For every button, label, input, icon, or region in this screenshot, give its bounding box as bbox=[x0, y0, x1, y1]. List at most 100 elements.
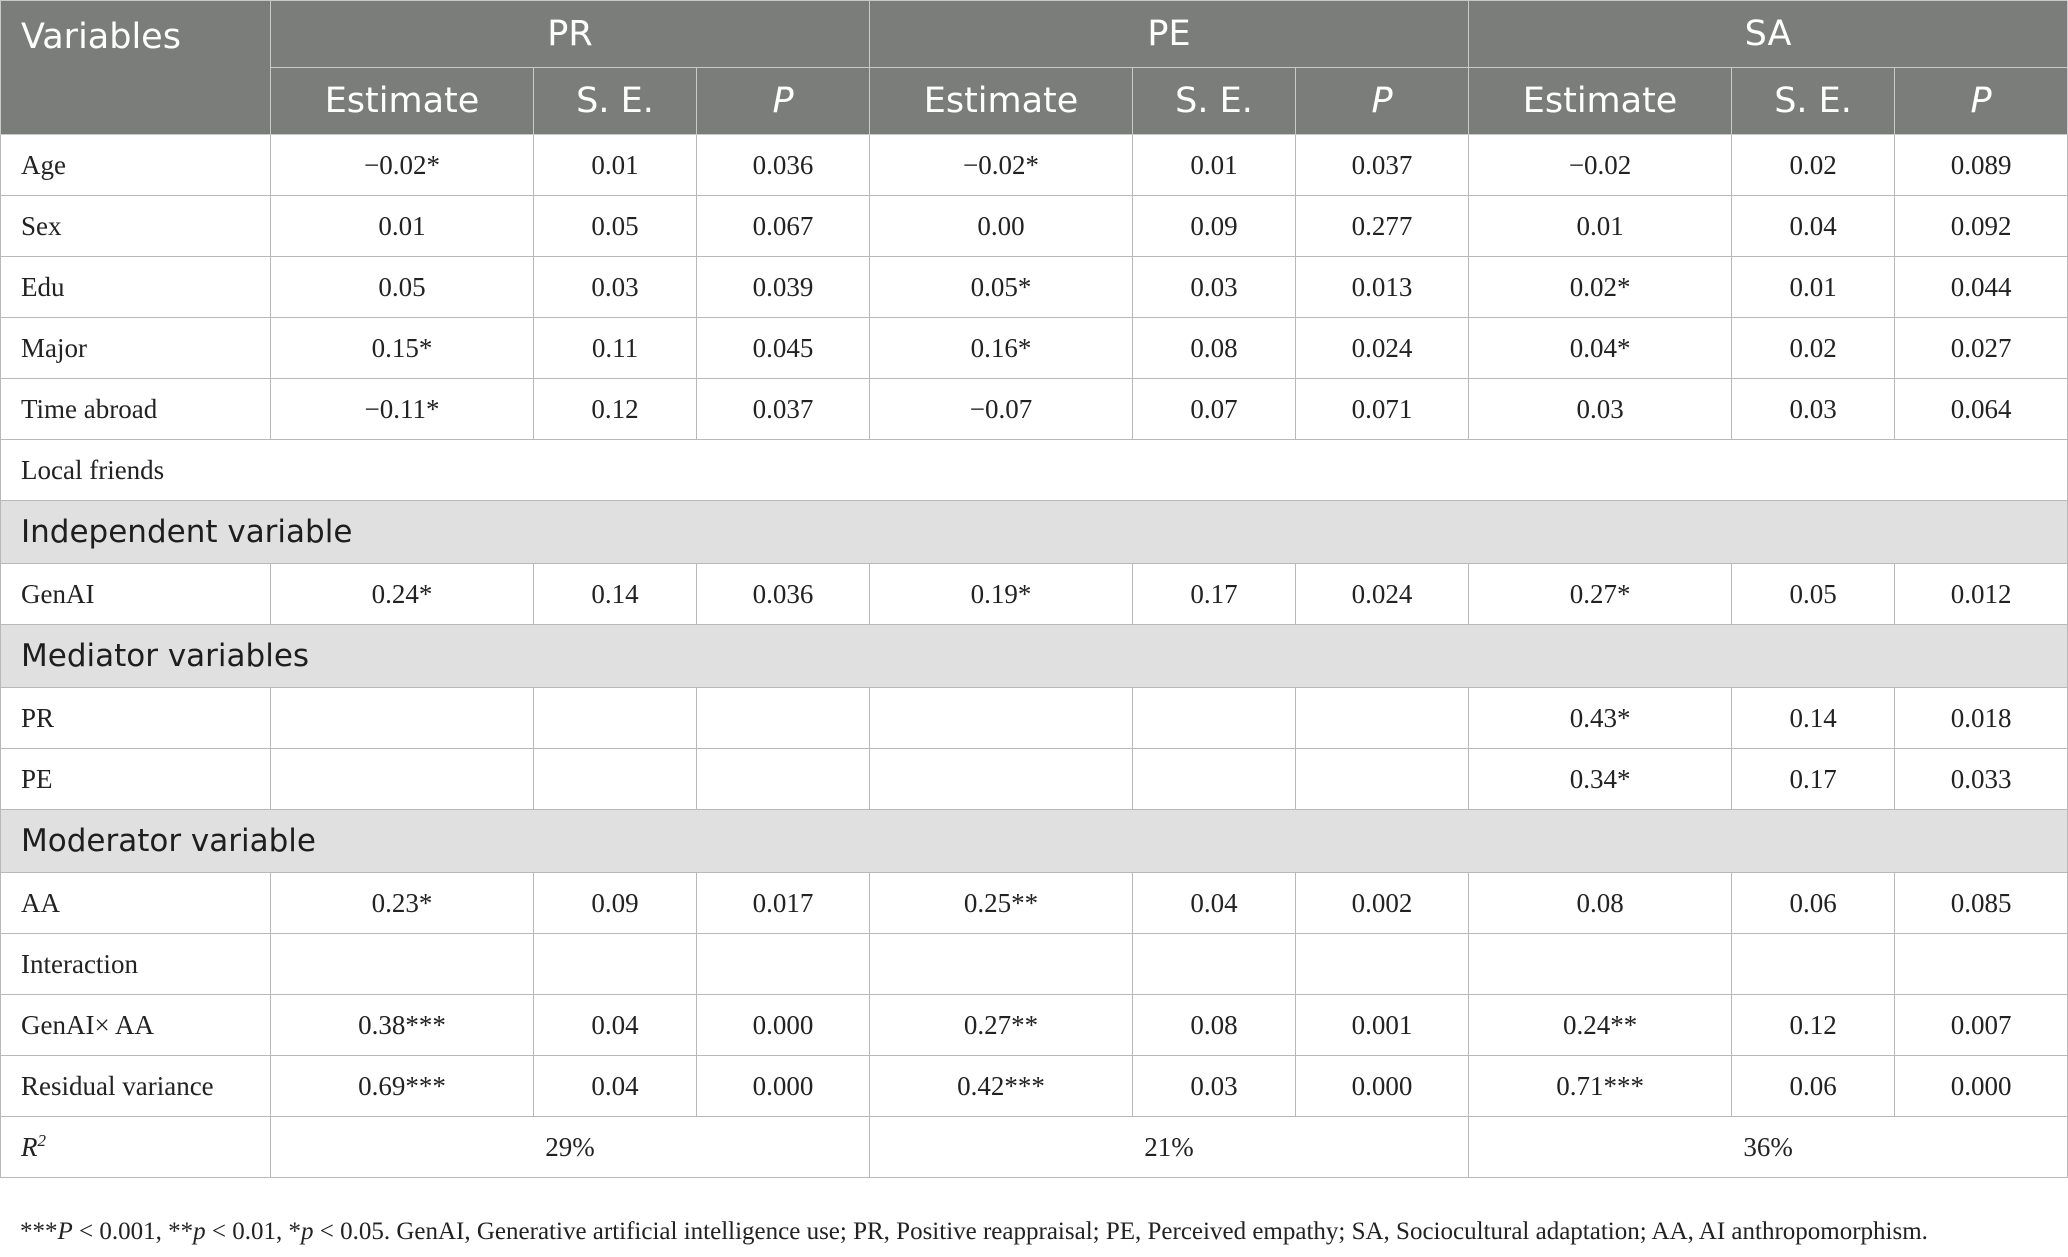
cell-estimate bbox=[869, 933, 1134, 995]
cell-estimate: −0.07 bbox=[869, 378, 1134, 440]
cell-se: 0.06 bbox=[1731, 872, 1896, 934]
row-label: Edu bbox=[0, 256, 271, 318]
header-estimate: Estimate bbox=[1468, 67, 1733, 135]
cell-se bbox=[533, 687, 697, 749]
cell-p: 0.071 bbox=[1295, 378, 1470, 440]
cell-p: 0.001 bbox=[1295, 994, 1470, 1056]
table-row: Time abroad −0.11* 0.12 0.037 −0.07 0.07 0.071… bbox=[0, 378, 2068, 440]
table-row: AA 0.23* 0.09 0.017 0.25** 0.04 0.002 0.08 0.06 0… bbox=[0, 872, 2068, 934]
header-p: P bbox=[695, 67, 871, 135]
header-group-pe: PE bbox=[869, 0, 1470, 68]
cell-p: 0.092 bbox=[1894, 195, 2068, 257]
cell-p: 0.018 bbox=[1894, 687, 2068, 749]
cell-estimate: 0.69*** bbox=[270, 1055, 534, 1117]
cell-se bbox=[1132, 933, 1297, 995]
cell-p: 0.017 bbox=[695, 872, 871, 934]
cell-se bbox=[1731, 933, 1896, 995]
section-title-mediator: Mediator variables bbox=[0, 624, 2068, 688]
table-row: Age −0.02* 0.01 0.036 −0.02* 0.01 0.037 −0.02 0.… bbox=[0, 134, 2068, 196]
table-row: PE 0.34* 0.17 0.033 bbox=[0, 748, 2068, 810]
cell-estimate: 0.02* bbox=[1468, 256, 1733, 318]
section-row: Mediator variables bbox=[0, 624, 2068, 688]
header-se: S. E. bbox=[1731, 67, 1896, 135]
cell-estimate: 0.25** bbox=[869, 872, 1134, 934]
cell-p: 0.000 bbox=[695, 994, 871, 1056]
cell-se: 0.05 bbox=[533, 195, 697, 257]
cell-se: 0.04 bbox=[533, 994, 697, 1056]
row-label: PE bbox=[0, 748, 271, 810]
r2-value-pr: 29% bbox=[269, 1116, 871, 1178]
cell-se: 0.04 bbox=[533, 1055, 697, 1117]
cell-estimate: 0.24** bbox=[1468, 994, 1733, 1056]
cell-se: 0.03 bbox=[1731, 378, 1896, 440]
table-row: Edu 0.05 0.03 0.039 0.05* 0.03 0.013 0.02* 0.01 0… bbox=[0, 256, 2068, 318]
cell-estimate bbox=[270, 748, 534, 810]
cell-p: 0.085 bbox=[1894, 872, 2068, 934]
cell-se: 0.12 bbox=[1731, 994, 1896, 1056]
cell-estimate: 0.71*** bbox=[1468, 1055, 1733, 1117]
cell-p: 0.000 bbox=[1295, 1055, 1470, 1117]
row-label: Major bbox=[0, 317, 271, 379]
cell-p: 0.000 bbox=[1894, 1055, 2068, 1117]
header-group-sa: SA bbox=[1468, 0, 2068, 68]
cell-estimate: −0.02 bbox=[1468, 134, 1733, 196]
cell-se bbox=[1132, 687, 1297, 749]
cell-estimate: 0.15* bbox=[270, 317, 534, 379]
cell-se: 0.02 bbox=[1731, 134, 1896, 196]
cell-se: 0.17 bbox=[1731, 748, 1896, 810]
cell-se: 0.17 bbox=[1132, 563, 1297, 625]
table-row: GenAI× AA 0.38*** 0.04 0.000 0.27** 0.08 0.001… bbox=[0, 994, 2068, 1056]
row-label: Local friends bbox=[0, 439, 2068, 501]
cell-estimate bbox=[869, 687, 1134, 749]
cell-p: 0.027 bbox=[1894, 317, 2068, 379]
cell-estimate: 0.19* bbox=[869, 563, 1134, 625]
cell-estimate bbox=[869, 748, 1134, 810]
cell-se: 0.14 bbox=[1731, 687, 1896, 749]
cell-p: 0.044 bbox=[1894, 256, 2068, 318]
cell-se: 0.08 bbox=[1132, 317, 1297, 379]
cell-estimate: 0.05 bbox=[270, 256, 534, 318]
results-table-container: Variables PR PE SA Estimate S. E. P Esti… bbox=[0, 0, 2068, 1178]
cell-se: 0.04 bbox=[1731, 195, 1896, 257]
cell-p: 0.007 bbox=[1894, 994, 2068, 1056]
cell-p: 0.037 bbox=[1295, 134, 1470, 196]
cell-se: 0.12 bbox=[533, 378, 697, 440]
row-label: Age bbox=[0, 134, 271, 196]
section-title-independent: Independent variable bbox=[0, 500, 2068, 564]
cell-estimate: 0.23* bbox=[270, 872, 534, 934]
cell-estimate: 0.38*** bbox=[270, 994, 534, 1056]
header-se: S. E. bbox=[533, 67, 697, 135]
table-row: Residual variance 0.69*** 0.04 0.000 0.42***… bbox=[0, 1055, 2068, 1117]
header-estimate: Estimate bbox=[270, 67, 534, 135]
cell-se: 0.09 bbox=[533, 872, 697, 934]
cell-estimate: 0.04* bbox=[1468, 317, 1733, 379]
cell-se bbox=[1132, 748, 1297, 810]
cell-se: 0.07 bbox=[1132, 378, 1297, 440]
cell-estimate: 0.27** bbox=[869, 994, 1134, 1056]
table-header: Variables PR PE SA Estimate S. E. P Esti… bbox=[0, 0, 2068, 135]
cell-p: 0.045 bbox=[695, 317, 871, 379]
cell-p: 0.036 bbox=[695, 134, 871, 196]
cell-se: 0.04 bbox=[1132, 872, 1297, 934]
r2-value-pe: 21% bbox=[869, 1116, 1470, 1178]
table-row: Sex 0.01 0.05 0.067 0.00 0.09 0.277 0.01 0.04 0.0… bbox=[0, 195, 2068, 257]
cell-se: 0.03 bbox=[533, 256, 697, 318]
cell-p: 0.067 bbox=[695, 195, 871, 257]
cell-p: 0.013 bbox=[1295, 256, 1470, 318]
cell-se: 0.08 bbox=[1132, 994, 1297, 1056]
table-row: Major 0.15* 0.11 0.045 0.16* 0.08 0.024 0.04* 0.… bbox=[0, 317, 2068, 379]
cell-estimate: 0.08 bbox=[1468, 872, 1733, 934]
cell-p: 0.000 bbox=[695, 1055, 871, 1117]
cell-se: 0.06 bbox=[1731, 1055, 1896, 1117]
cell-estimate: 0.05* bbox=[869, 256, 1134, 318]
header-group-pr: PR bbox=[269, 0, 871, 68]
header-p: P bbox=[1295, 67, 1470, 135]
cell-estimate: −0.11* bbox=[270, 378, 534, 440]
r2-value-sa: 36% bbox=[1468, 1116, 2068, 1178]
row-label: Time abroad bbox=[0, 378, 271, 440]
table-row: GenAI 0.24* 0.14 0.036 0.19* 0.17 0.024 0.27* 0.… bbox=[0, 563, 2068, 625]
cell-estimate: 0.01 bbox=[1468, 195, 1733, 257]
cell-p: 0.064 bbox=[1894, 378, 2068, 440]
cell-p: 0.024 bbox=[1295, 563, 1470, 625]
cell-p: 0.033 bbox=[1894, 748, 2068, 810]
